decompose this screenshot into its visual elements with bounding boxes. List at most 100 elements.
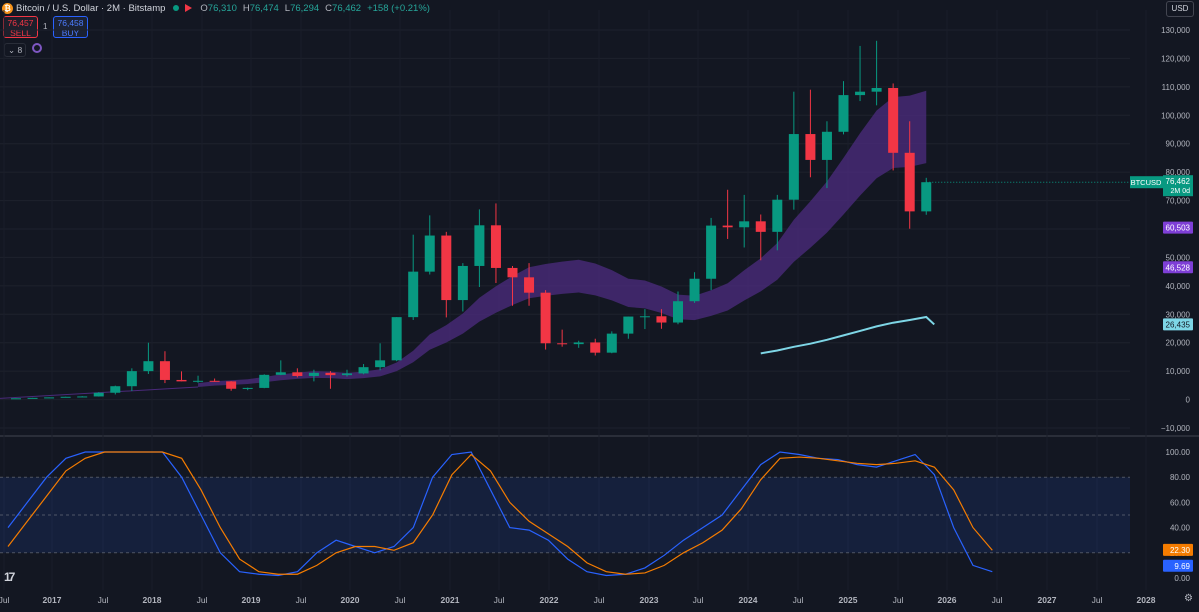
candle-body — [441, 235, 452, 301]
cloud-upper-label: 60,503 — [1166, 224, 1191, 233]
candle-body — [27, 397, 38, 399]
candle-body — [358, 367, 369, 374]
candle-body — [540, 292, 551, 344]
x-tick-label: Jul — [693, 595, 704, 605]
buy-button[interactable]: 76,458 BUY — [53, 16, 88, 38]
x-tick-label: Jul — [98, 595, 109, 605]
y-tick-label: 50,000 — [1166, 253, 1191, 262]
candle-body — [904, 152, 915, 212]
candle-body — [821, 131, 832, 160]
candle-body — [490, 225, 501, 268]
osc-y-tick-label: 80.00 — [1170, 473, 1191, 482]
bitcoin-icon: ₿ — [2, 2, 13, 14]
cloud-lower-label-bg — [1163, 261, 1193, 274]
sell-button[interactable]: 76,457 SELL — [3, 16, 38, 38]
price-change: +158 (+0.21%) — [367, 2, 430, 14]
x-tick-label: Jul — [395, 595, 406, 605]
y-tick-label: 130,000 — [1161, 26, 1190, 35]
x-tick-label: 2020 — [341, 595, 360, 605]
x-tick-label: Jul — [793, 595, 804, 605]
candle-body — [391, 317, 402, 361]
candle-body — [226, 381, 237, 389]
symbol-tag: BTCUSD — [1131, 178, 1162, 187]
candle-body — [176, 379, 187, 382]
candle-body — [11, 398, 21, 400]
ohlc-values: O76,310 H76,474 L76,294 C76,462 +158 (+0… — [200, 2, 430, 14]
flag-icon[interactable] — [185, 4, 193, 12]
symbol-tag-bg — [1130, 176, 1163, 189]
candle-body — [871, 87, 882, 92]
candle-body — [739, 221, 750, 228]
stoch-k-line — [7, 451, 993, 577]
candle-body — [805, 134, 816, 160]
y-tick-label: 110,000 — [1162, 83, 1191, 92]
x-tick-label: Jul — [197, 595, 208, 605]
y-tick-label: 0 — [1186, 396, 1191, 405]
interval-countdown: 2M 0d — [1171, 188, 1191, 195]
spread-value: 1 — [43, 22, 48, 31]
y-tick-label: 20,000 — [1166, 339, 1191, 348]
candle-body — [788, 134, 799, 200]
y-tick-label: 120,000 — [1161, 54, 1190, 63]
x-tick-label: 2022 — [540, 595, 559, 605]
candle-body — [656, 316, 667, 323]
candle-body — [242, 387, 253, 389]
x-tick-label: 2026 — [938, 595, 957, 605]
x-tick-label: 2018 — [143, 595, 162, 605]
osc-y-tick-label: 40.00 — [1170, 524, 1191, 533]
candle-body — [126, 371, 137, 387]
x-tick-label: 2024 — [739, 595, 758, 605]
x-tick-label: 2028 — [1137, 595, 1156, 605]
candle-body — [375, 360, 386, 368]
indicators-toggle[interactable]: ⌄ 8 — [4, 43, 27, 57]
candle-body — [292, 372, 303, 376]
candle-body — [77, 396, 88, 398]
x-tick-label: Jul — [893, 595, 904, 605]
candle-body — [689, 278, 700, 302]
candle-body — [259, 374, 270, 388]
tradingview-logo: 17 — [4, 570, 15, 584]
candle-body — [639, 316, 650, 318]
candle-body — [606, 333, 617, 353]
candle-body — [408, 271, 419, 318]
market-open-indicator — [173, 5, 180, 11]
ma-last-label: 26,435 — [1166, 320, 1191, 329]
y-tick-label: 70,000 — [1166, 197, 1191, 206]
x-tick-label: Jul — [0, 595, 10, 605]
y-tick-label: 40,000 — [1166, 282, 1191, 291]
settings-gear-icon[interactable]: ⚙ — [1184, 593, 1193, 604]
osc-y-tick-label: 60.00 — [1170, 498, 1191, 507]
candle-body — [772, 199, 783, 232]
candle-body — [921, 182, 932, 212]
x-tick-label: Jul — [494, 595, 505, 605]
candle-body — [110, 386, 121, 393]
x-tick-label: 2017 — [43, 595, 62, 605]
stoch-d-last-label: 22.30 — [1170, 546, 1191, 555]
chart-header: ₿ Bitcoin / U.S. Dollar · 2M · Bitstamp … — [0, 0, 430, 16]
x-tick-label: Jul — [296, 595, 307, 605]
candle-body — [424, 235, 435, 272]
cloud-upper-label-bg — [1163, 221, 1193, 234]
last-price-label: 76,462 — [1166, 177, 1191, 186]
x-tick-label: Jul — [594, 595, 605, 605]
symbol-title[interactable]: Bitcoin / U.S. Dollar · 2M · Bitstamp — [16, 2, 166, 14]
indicator-icon[interactable] — [32, 43, 42, 53]
osc-y-tick-label: 100.00 — [1166, 448, 1191, 457]
candle-body — [474, 225, 485, 266]
candle-body — [722, 225, 733, 228]
osc-y-tick-label: 0.00 — [1174, 574, 1190, 583]
candle-body — [573, 342, 584, 345]
x-tick-label: Jul — [1092, 595, 1103, 605]
y-tick-label: −10,000 — [1161, 424, 1191, 433]
y-tick-label: 100,000 — [1161, 111, 1190, 120]
x-tick-label: 2021 — [441, 595, 460, 605]
candle-body — [507, 267, 518, 278]
y-tick-label: 90,000 — [1166, 140, 1191, 149]
candle-body — [275, 372, 286, 375]
candle-body — [342, 373, 352, 376]
currency-select[interactable]: USD — [1166, 1, 1194, 17]
stoch-d-line — [7, 451, 993, 575]
candle-body — [888, 87, 899, 153]
candle-body — [590, 342, 601, 353]
